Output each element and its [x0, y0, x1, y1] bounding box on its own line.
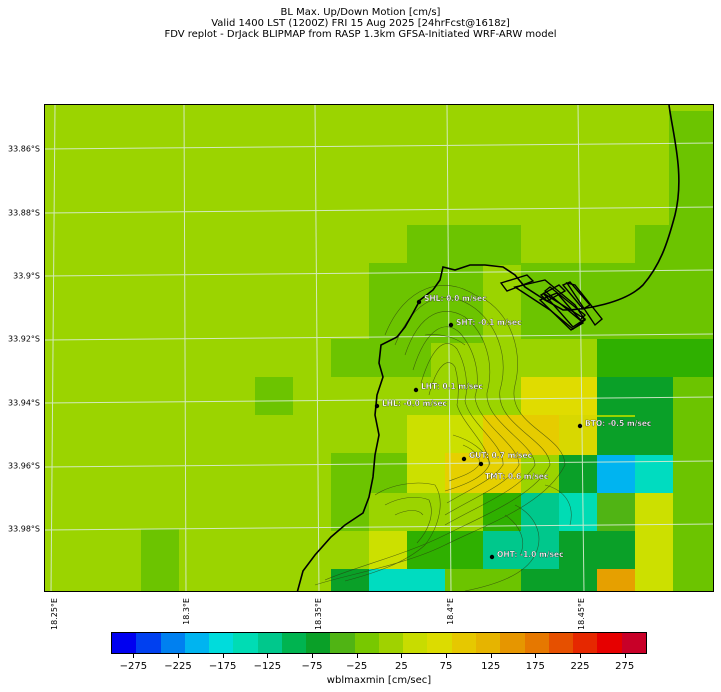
- colorbar-segment: [306, 633, 331, 653]
- lat-label: 33.86°S: [8, 144, 40, 154]
- colorbar-tick-mark: [624, 654, 626, 658]
- lat-label: 33.94°S: [8, 398, 40, 408]
- lat-label: 33.92°S: [8, 334, 40, 344]
- colorbar-segment: [378, 633, 404, 653]
- lon-label: 18.35°E: [314, 598, 323, 630]
- lat-label: 33.9°S: [13, 271, 40, 281]
- colorbar-tick-mark: [401, 654, 403, 658]
- colorbar-tick-label: −225: [164, 661, 192, 672]
- lon-label: 18.25°E: [50, 598, 59, 630]
- colorbar-segment: [621, 633, 646, 653]
- colorbar-tick-label: −75: [301, 661, 323, 672]
- colorbar-segment: [403, 633, 428, 653]
- colorbar-segment: [597, 633, 622, 653]
- colorbar-tick-mark: [312, 654, 313, 658]
- colorbar-tick-mark: [267, 654, 269, 658]
- map-svg: SHL: 0.0 m/sec SHT: -0.1 m/sec LHT: 0.1 …: [45, 105, 713, 591]
- colorbar-tick-mark: [133, 654, 135, 658]
- colorbar-segment: [451, 633, 476, 653]
- station-marker-tmt: [478, 461, 484, 467]
- station-marker-lhl: [374, 403, 380, 409]
- station-label-sht: SHT: -0.1 m/sec: [456, 318, 522, 327]
- colorbar-tick-mark: [580, 654, 581, 658]
- colorbar-tick-label: 75: [439, 661, 453, 672]
- colorbar-segment: [500, 633, 525, 653]
- colorbar-tick-mark: [535, 654, 537, 658]
- colorbar-segment: [209, 633, 234, 653]
- colorbar-segment: [160, 633, 185, 653]
- colorbar-tick-mark: [446, 654, 447, 658]
- station-marker-bto: [577, 423, 583, 429]
- colorbar-tick-label: 275: [615, 661, 635, 672]
- colorbar-segment: [233, 633, 258, 653]
- colorbar-tick-label: −175: [208, 661, 237, 672]
- colorbar-segment: [548, 633, 574, 653]
- colorbar-tick-label: −25: [346, 661, 368, 672]
- lon-label: 18.4°E: [446, 598, 455, 625]
- colorbar-segment: [573, 633, 598, 653]
- colorbar-tick-mark: [222, 654, 224, 658]
- colorbar-tick-label: −275: [119, 661, 148, 672]
- colorbar-segment: [112, 633, 137, 653]
- map-title: BL Max. Up/Down Motion [cm/s]: [280, 7, 441, 18]
- map-valid-time: Valid 1400 LST (1200Z) FRI 15 Aug 2025 […: [211, 18, 510, 29]
- terrain-contours: [314, 285, 572, 591]
- colorbar-segment: [330, 633, 355, 653]
- colorbar-tick-mark: [178, 654, 179, 658]
- harbour: [499, 274, 603, 331]
- colorbar-segment: [136, 633, 161, 653]
- colorbar-label: wblmaxmin [cm/sec]: [326, 675, 432, 686]
- colorbar-tick-label: 25: [394, 661, 408, 672]
- colorbar-tick-label: 125: [481, 661, 501, 672]
- station-label-lht: LHT: 0.1 m/sec: [421, 382, 483, 391]
- lat-label: 33.88°S: [8, 208, 40, 218]
- colorbar-segment: [475, 633, 501, 653]
- colorbar-segment: [524, 633, 549, 653]
- colorbar-tick-label: −125: [253, 661, 282, 672]
- lat-label: 33.98°S: [8, 524, 40, 534]
- colorbar-tick-mark: [356, 654, 358, 658]
- colorbar: [111, 632, 647, 654]
- lon-label: 18.3°E: [182, 598, 191, 625]
- station-marker-shl: [416, 299, 422, 305]
- station-label-gut: GUT: 0.7 m/sec: [469, 451, 532, 460]
- colorbar-segment: [354, 633, 379, 653]
- colorbar-tick-mark: [490, 654, 492, 658]
- map-canvas[interactable]: SHL: 0.0 m/sec SHT: -0.1 m/sec LHT: 0.1 …: [44, 104, 714, 592]
- station-marker-sht: [448, 322, 454, 328]
- colorbar-segment: [427, 633, 452, 653]
- station-label-shl: SHL: 0.0 m/sec: [424, 294, 487, 303]
- station-marker-lht: [413, 387, 419, 393]
- colorbar-tick-label: 225: [570, 661, 590, 672]
- station-label-tmt: TMT: 0.6 m/sec: [485, 472, 548, 481]
- field-cells: [141, 111, 713, 591]
- stations: SHL: 0.0 m/sec SHT: -0.1 m/sec LHT: 0.1 …: [374, 294, 652, 560]
- map-source: FDV replot - DrJack BLIPMAP from RASP 1.…: [164, 29, 557, 40]
- lon-label: 18.45°E: [577, 598, 586, 630]
- lat-label: 33.96°S: [8, 461, 40, 471]
- colorbar-segment: [184, 633, 210, 653]
- colorbar-segment: [257, 633, 282, 653]
- colorbar-segment: [281, 633, 307, 653]
- station-label-oht: OHT: -1.0 m/sec: [497, 550, 564, 559]
- station-label-lhl: LHL: -0.0 m/sec: [382, 399, 447, 408]
- station-marker-oht: [489, 554, 495, 560]
- station-label-bto: BTO: -0.5 m/sec: [585, 419, 651, 428]
- station-marker-gut: [461, 456, 467, 462]
- colorbar-tick-label: 175: [525, 661, 545, 672]
